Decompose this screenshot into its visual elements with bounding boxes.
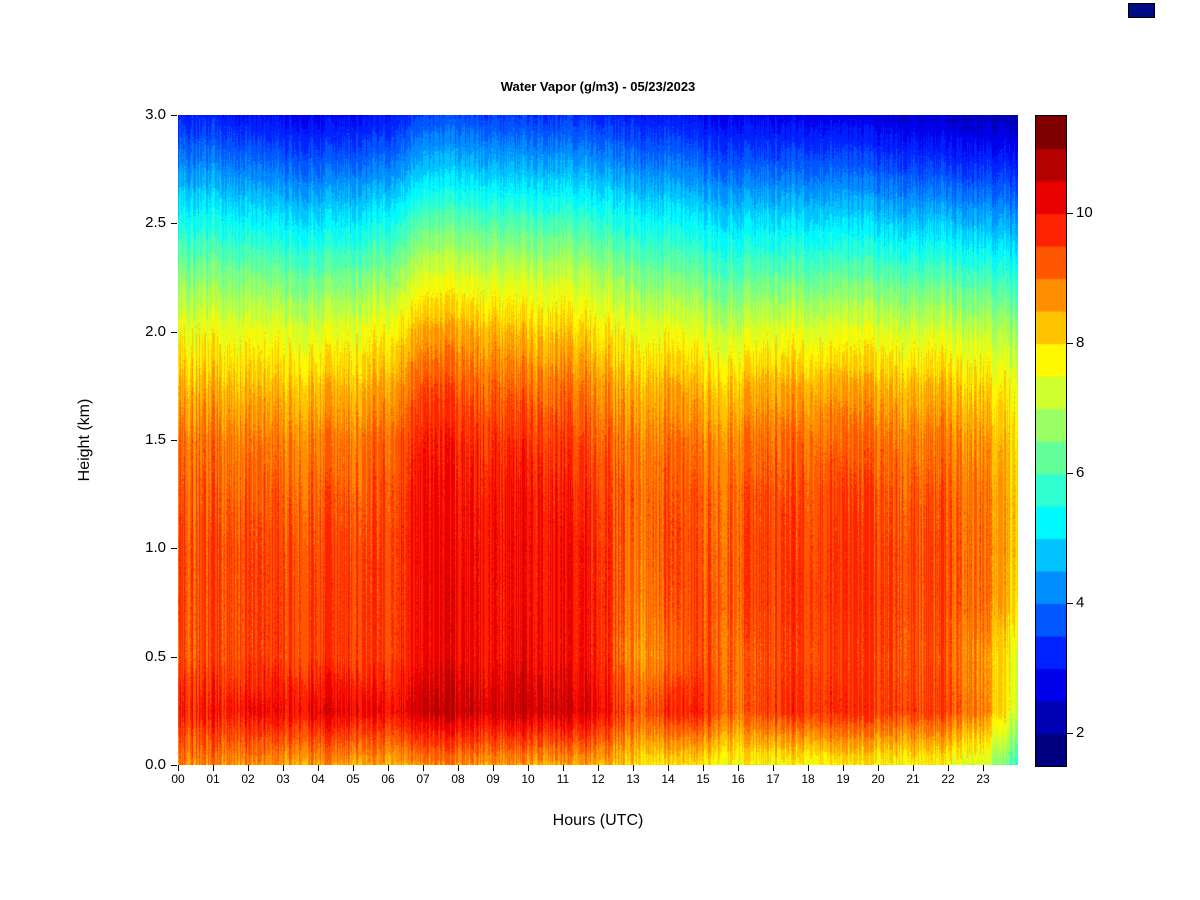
x-tick-label: 12 (591, 772, 605, 786)
colorbar-tick-mark (1067, 732, 1073, 734)
x-tick-mark (948, 765, 949, 771)
x-tick-label: 19 (836, 772, 850, 786)
x-tick-label: 20 (871, 772, 885, 786)
x-tick-label: 00 (171, 772, 185, 786)
y-tick-mark (171, 223, 177, 225)
y-tick-label: 3.0 (145, 106, 166, 123)
y-tick-label: 1.5 (145, 431, 166, 448)
x-tick-mark (598, 765, 599, 771)
colorbar-tick-mark (1067, 212, 1073, 214)
x-tick-label: 04 (311, 772, 325, 786)
colorbar-tick-mark (1067, 342, 1073, 344)
x-tick-mark (913, 765, 914, 771)
colorbar-tick-label: 10 (1076, 203, 1093, 221)
y-tick-mark (171, 765, 177, 766)
y-tick-mark (171, 331, 177, 333)
x-tick-label: 14 (661, 772, 675, 786)
corner-swatch (1128, 3, 1155, 18)
x-tick-label: 16 (731, 772, 745, 786)
colorbar (1035, 115, 1067, 767)
y-tick-mark (171, 656, 177, 658)
x-tick-mark (878, 765, 879, 771)
x-tick-mark (563, 765, 564, 771)
x-tick-mark (458, 765, 459, 771)
y-tick-label: 2.5 (145, 214, 166, 232)
x-tick-mark (843, 765, 844, 771)
x-tick-mark (423, 765, 424, 771)
x-tick-mark (283, 765, 284, 771)
x-tick-mark (703, 765, 704, 771)
heatmap-plot (178, 115, 1018, 765)
y-tick-mark (171, 115, 177, 116)
x-tick-mark (983, 765, 984, 771)
colorbar-tick-mark (1067, 602, 1073, 604)
x-tick-mark (388, 765, 389, 771)
y-tick-label: 1.0 (145, 539, 166, 557)
colorbar-tick-mark (1067, 472, 1073, 474)
x-tick-label: 08 (451, 772, 465, 786)
colorbar-tick-label: 8 (1076, 333, 1085, 351)
x-tick-mark (633, 765, 634, 771)
x-tick-mark (738, 765, 739, 771)
x-tick-label: 17 (766, 772, 780, 786)
colorbar-tick-label: 2 (1076, 723, 1085, 741)
x-tick-mark (353, 765, 354, 771)
x-tick-mark (213, 765, 214, 771)
x-tick-mark (668, 765, 669, 771)
x-tick-mark (318, 765, 319, 771)
x-tick-label: 21 (906, 772, 920, 786)
x-tick-mark (493, 765, 494, 771)
y-tick-label: 0.5 (145, 647, 166, 665)
x-tick-mark (178, 765, 179, 771)
y-tick-mark (171, 548, 177, 550)
x-tick-label: 03 (276, 772, 290, 786)
x-tick-mark (248, 765, 249, 771)
y-tick-label: 0.0 (145, 756, 166, 773)
x-tick-mark (773, 765, 774, 771)
x-tick-label: 09 (486, 772, 500, 786)
x-tick-label: 07 (416, 772, 430, 786)
x-tick-label: 13 (626, 772, 640, 786)
x-tick-label: 18 (801, 772, 815, 786)
y-tick-label: 2.0 (145, 322, 166, 340)
x-tick-label: 02 (241, 772, 255, 786)
y-tick-mark (171, 440, 177, 441)
y-axis-title-text: Height (km) (76, 398, 93, 482)
x-tick-label: 15 (696, 772, 710, 786)
x-tick-label: 01 (206, 772, 220, 786)
x-tick-label: 11 (556, 772, 570, 786)
x-tick-label: 06 (381, 772, 395, 786)
colorbar-tick-label: 4 (1076, 593, 1085, 611)
x-tick-label: 23 (976, 772, 990, 786)
x-tick-mark (808, 765, 809, 771)
x-tick-label: 10 (521, 772, 535, 786)
x-tick-label: 22 (941, 772, 955, 786)
x-axis-title: Hours (UTC) (552, 812, 644, 829)
x-tick-label: 05 (346, 772, 360, 786)
colorbar-tick-label: 6 (1076, 463, 1085, 481)
chart-title: Water Vapor (g/m3) - 05/23/2023 (500, 79, 696, 94)
x-tick-mark (528, 765, 529, 771)
